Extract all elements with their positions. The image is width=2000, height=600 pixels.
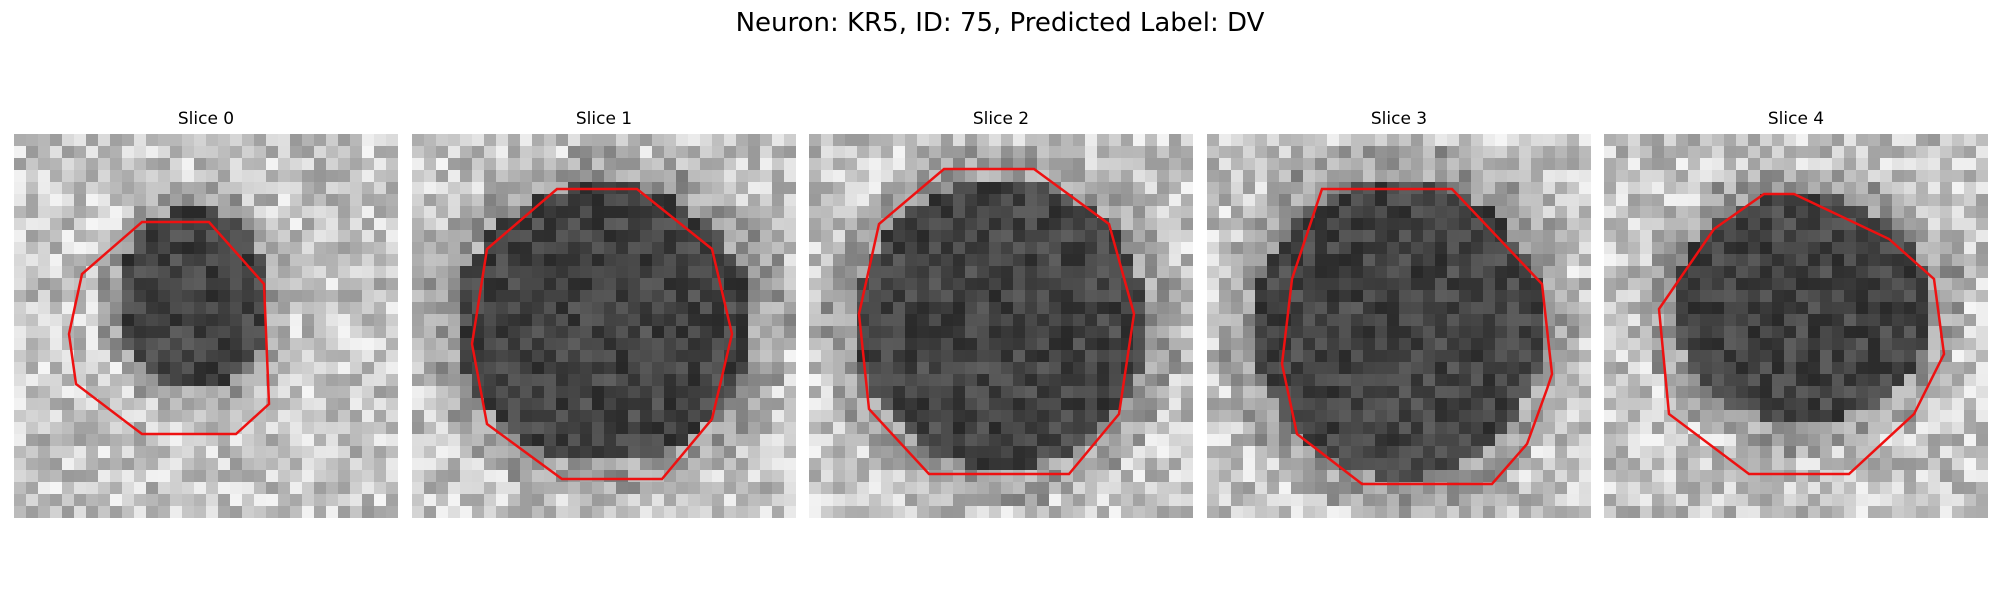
roi-contour [67,220,271,436]
slice-panel-3: Slice 3 [1207,108,1591,518]
slice-title: Slice 3 [1370,109,1428,129]
figure-title: Neuron: KR5, ID: 75, Predicted Label: DV [735,8,1265,38]
slice-panel-4: Slice 4 [1604,108,1988,518]
roi-contour [470,187,734,481]
slice-title: Slice 2 [972,109,1030,129]
slice-title: Slice 0 [177,109,235,129]
slice-image [412,134,796,518]
slice-title: Slice 4 [1767,109,1825,129]
slice-panel-0: Slice 0 [14,108,398,518]
slice-panel-1: Slice 1 [412,108,796,518]
slice-title: Slice 1 [575,109,633,129]
roi-contour [1280,187,1554,486]
slice-image [809,134,1193,518]
roi-contour [857,167,1136,476]
slice-image [14,134,398,518]
slice-image [1604,134,1988,518]
slice-panel-2: Slice 2 [809,108,1193,518]
roi-contour [1657,192,1946,476]
slice-image [1207,134,1591,518]
